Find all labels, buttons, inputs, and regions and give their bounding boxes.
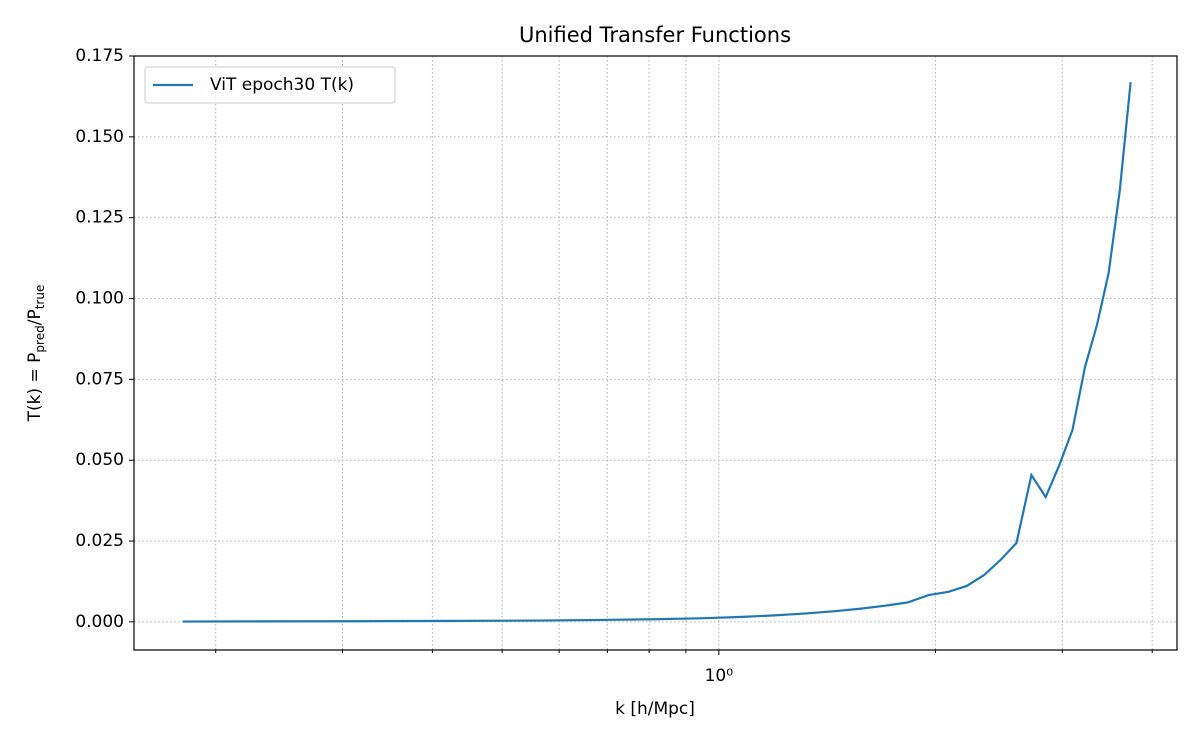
data-line <box>182 82 1132 623</box>
y-tick-label: 0.125 <box>75 208 124 228</box>
y-tick-label: 0.050 <box>75 450 124 470</box>
y-tick-label: 0.075 <box>75 369 124 389</box>
legend-label: ViT epoch30 T(k) <box>210 75 354 95</box>
y-tick-label: 0.000 <box>75 612 124 632</box>
y-label-part: /P <box>25 309 45 325</box>
x-tick-label: 10⁰ <box>705 666 734 686</box>
y-tick-label: 0.175 <box>75 46 124 66</box>
y-label-part: T(k) = P <box>25 353 45 423</box>
y-tick-label: 0.150 <box>75 127 124 147</box>
x-axis-label: k [h/Mpc] <box>615 699 695 719</box>
plot-frame <box>133 55 1178 651</box>
chart-title: Unified Transfer Functions <box>519 23 791 47</box>
y-label-sub: true <box>33 285 47 310</box>
y-axis-label: T(k) = Ppred/Ptrue <box>25 285 47 423</box>
y-tick-label: 0.100 <box>75 289 124 309</box>
y-tick-label: 0.025 <box>75 531 124 551</box>
legend-box <box>144 66 396 104</box>
y-label-sub: pred <box>33 325 47 352</box>
